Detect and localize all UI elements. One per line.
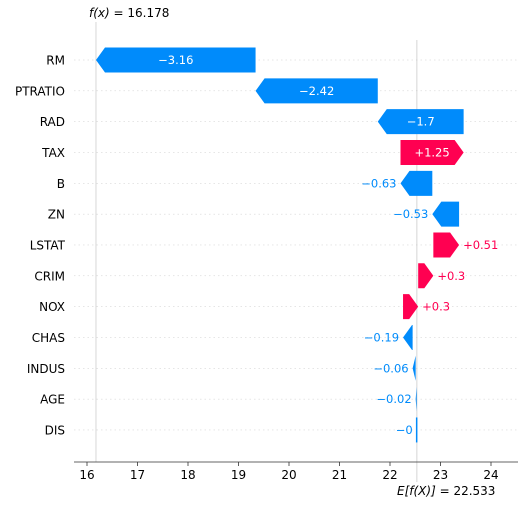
feature-label-nox: NOX bbox=[39, 300, 65, 314]
value-annotations: f(x) = 16.178 E[f(X)] = 22.533 bbox=[89, 6, 495, 498]
feature-label-chas: CHAS bbox=[32, 331, 65, 345]
feature-label-dis: DIS bbox=[45, 423, 65, 437]
bar-value-label-tax: +1.25 bbox=[414, 145, 449, 159]
final-value-annotation: f(x) = 16.178 bbox=[89, 6, 169, 20]
base-value-annotation: E[f(X)] = 22.533 bbox=[397, 484, 495, 498]
bar-indus bbox=[412, 355, 416, 381]
bar-rad bbox=[377, 109, 464, 135]
bar-value-label-ptratio: −2.42 bbox=[299, 84, 334, 98]
bar-value-label-nox: +0.3 bbox=[422, 300, 450, 314]
bar-value-label-rad: −1.7 bbox=[407, 115, 435, 129]
x-tick-label-22: 22 bbox=[382, 468, 397, 482]
feature-label-rad: RAD bbox=[40, 115, 65, 129]
bar-value-label-indus: −0.06 bbox=[373, 361, 408, 375]
x-tick-label-19: 19 bbox=[231, 468, 246, 482]
x-axis: 16 17 18 19 20 21 22 23 24 bbox=[74, 461, 518, 482]
feature-label-zn: ZN bbox=[48, 208, 65, 222]
bar-age bbox=[415, 386, 417, 412]
x-tick-label-16: 16 bbox=[79, 468, 94, 482]
bars: −3.16 −2.42 −1.7 +1.25 −0.63 −0.53 +0.51 +0.3 +0… bbox=[95, 47, 498, 443]
x-tick-label-17: 17 bbox=[130, 468, 145, 482]
bar-value-label-crim: +0.3 bbox=[437, 269, 465, 283]
feature-label-tax: TAX bbox=[41, 146, 65, 160]
x-tick-label-24: 24 bbox=[483, 468, 498, 482]
feature-label-lstat: LSTAT bbox=[30, 238, 66, 252]
bar-value-label-chas: −0.19 bbox=[364, 330, 399, 344]
bar-b bbox=[400, 170, 433, 196]
bar-value-label-age: −0.02 bbox=[376, 392, 411, 406]
x-tick-label-20: 20 bbox=[281, 468, 296, 482]
feature-label-ptratio: PTRATIO bbox=[15, 84, 65, 98]
feature-label-b: B bbox=[57, 177, 65, 191]
bar-value-label-lstat: +0.51 bbox=[463, 238, 498, 252]
feature-labels: RM PTRATIO RAD TAX B ZN LSTAT CRIM NOX CHAS INDUS A… bbox=[15, 54, 66, 438]
feature-label-age: AGE bbox=[40, 393, 65, 407]
x-tick-label-18: 18 bbox=[180, 468, 195, 482]
bar-value-label-zn: −0.53 bbox=[393, 207, 428, 221]
x-tick-label-23: 23 bbox=[433, 468, 448, 482]
bar-zn bbox=[432, 201, 460, 227]
bar-lstat bbox=[433, 232, 460, 258]
bar-value-label-rm: −3.16 bbox=[158, 53, 193, 67]
bar-rm bbox=[95, 47, 256, 73]
feature-label-rm: RM bbox=[46, 54, 65, 68]
bar-value-label-dis: −0 bbox=[396, 423, 413, 437]
bar-nox bbox=[403, 294, 419, 320]
bar-tax bbox=[400, 139, 464, 165]
bar-crim bbox=[418, 263, 434, 289]
feature-label-crim: CRIM bbox=[34, 269, 65, 283]
bar-chas bbox=[403, 324, 413, 350]
bar-value-label-b: −0.63 bbox=[361, 176, 396, 190]
feature-label-indus: INDUS bbox=[27, 362, 65, 376]
x-tick-label-21: 21 bbox=[332, 468, 347, 482]
bar-ptratio bbox=[255, 78, 378, 104]
